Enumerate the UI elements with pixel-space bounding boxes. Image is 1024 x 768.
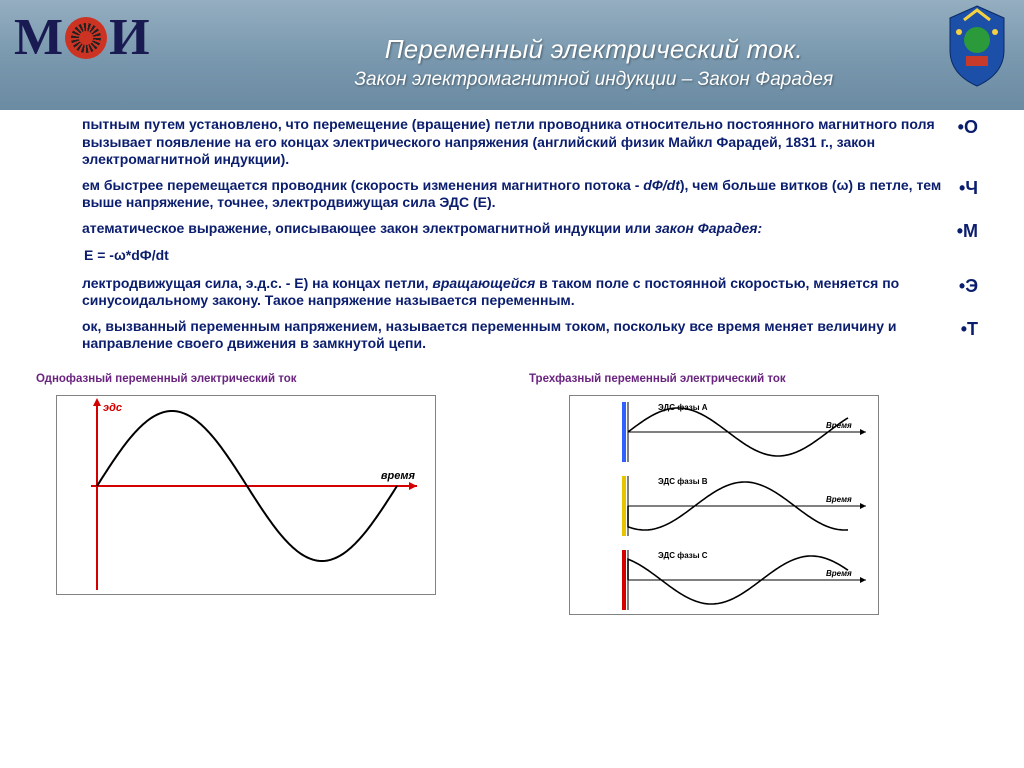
y-axis-label: эдс [103,402,122,414]
svg-text:Время: Время [826,421,852,430]
slide-title: Переменный электрический ток. [164,34,1024,65]
logo-letter-m: М [14,8,63,67]
bullet-dot: •Ч [959,177,978,200]
logo-fan-icon [65,17,107,59]
paragraph-3: атематическое выражение, описывающее зак… [82,220,984,238]
paragraph-2: ем быстрее перемещается проводник (скоро… [82,177,984,212]
svg-text:Время: Время [826,495,852,504]
svg-text:Время: Время [826,569,852,578]
single-phase-chart: эдс время [56,395,436,595]
three-phase-chart: ЭДС фазы A Время ЭДС фазы B Время ЭДС фазы C… [569,395,879,615]
crest-icon [944,4,1010,88]
body-text: •О пытным путем установлено, что перемещ… [0,110,1024,353]
single-phase-title: Однофазный переменный электрический ток [36,373,491,385]
svg-text:ЭДС фазы A: ЭДС фазы A [658,403,708,412]
logo: М И [0,0,164,75]
bullet-dot: •Э [959,275,978,298]
paragraph-1: пытным путем установлено, что перемещени… [82,116,984,169]
single-phase-block: Однофазный переменный электрический ток … [36,373,491,615]
formula: E = -ω*dФ/dt [84,247,984,265]
paragraph-5: ок, вызванный переменным напряжением, на… [82,318,984,353]
bullet-dot: •О [958,116,978,139]
bullet-dot: •М [957,220,978,243]
svg-text:ЭДС фазы C: ЭДС фазы C [658,551,708,560]
bullet-dot: •Т [961,318,978,341]
paragraph-4: лектродвижущая сила, э.д.с. - E) на конц… [82,275,984,310]
slide-title-block: Переменный электрический ток. Закон элек… [164,0,1024,91]
svg-text:ЭДС фазы B: ЭДС фазы B [658,477,708,486]
x-axis-label: время [381,470,415,482]
slide-subtitle: Закон электромагнитной индукции – Закон … [164,69,1024,91]
logo-letter-i: И [109,8,149,67]
three-phase-title: Трехфазный переменный электрический ток [529,373,984,385]
three-phase-block: Трехфазный переменный электрический ток … [529,373,984,615]
